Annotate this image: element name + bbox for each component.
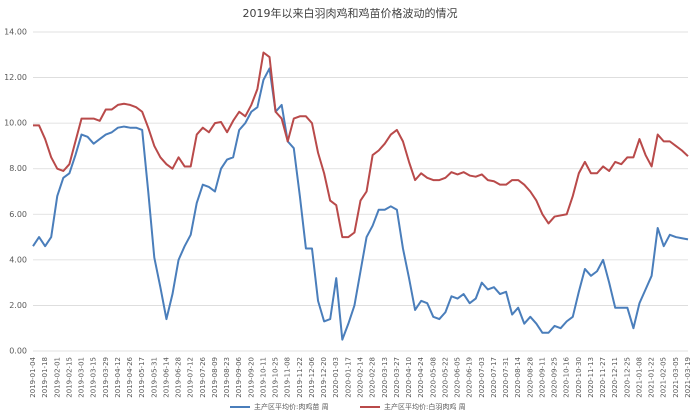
chart-title: 2019年以来白羽肉鸡和鸡苗价格波动的情况: [243, 6, 458, 20]
x-tick-label: 2020-04-24: [417, 356, 425, 397]
y-tick-label: 10.00: [4, 119, 27, 128]
x-tick-label: 2021-03-19: [684, 357, 692, 398]
y-tick-label: 12.00: [4, 73, 27, 82]
x-tick-label: 2020-09-25: [551, 357, 559, 398]
x-tick-label: 2019-03-15: [90, 357, 98, 398]
x-tick-label: 2020-02-14: [357, 356, 365, 397]
x-tick-label: 2019-01-18: [41, 357, 49, 398]
x-tick-label: 2019-10-25: [272, 357, 280, 398]
x-tick-label: 2019-05-31: [150, 357, 158, 398]
x-tick-label: 2020-07-31: [502, 357, 510, 398]
x-tick-label: 2020-05-08: [429, 357, 437, 398]
x-tick-label: 2020-01-17: [344, 357, 352, 398]
y-tick-label: 14.00: [4, 28, 27, 37]
x-tick-label: 2019-08-23: [223, 357, 231, 398]
y-tick-label: 4.00: [9, 255, 27, 264]
x-tick-label: 2019-02-15: [65, 357, 73, 398]
x-tick-label: 2019-10-11: [259, 357, 267, 398]
x-tick-label: 2020-12-11: [611, 357, 619, 398]
x-tick-label: 2019-04-26: [126, 356, 134, 397]
x-tick-label: 2020-09-11: [538, 357, 546, 398]
x-tick-label: 2020-07-17: [490, 357, 498, 398]
x-tick-label: 2020-11-27: [599, 357, 607, 398]
y-tick-label: 2.00: [9, 301, 27, 310]
x-tick-label: 2019-06-28: [175, 357, 183, 398]
x-tick-label: 2020-08-14: [514, 356, 522, 397]
x-tick-label: 2020-10-16: [563, 356, 571, 397]
x-tick-label: 2019-12-06: [308, 356, 316, 397]
x-tick-label: 2020-06-19: [466, 357, 474, 398]
x-tick-label: 2020-11-13: [587, 357, 595, 398]
x-tick-label: 2020-10-30: [575, 357, 583, 398]
x-tick-label: 2019-06-14: [162, 356, 170, 397]
x-tick-label: 2021-03-05: [672, 357, 680, 398]
x-tick-label: 2019-05-17: [138, 357, 146, 398]
x-tick-label: 2019-12-20: [320, 357, 328, 398]
x-tick-label: 2019-03-01: [78, 357, 86, 398]
y-tick-label: 8.00: [9, 164, 27, 173]
x-tick-label: 2019-03-29: [102, 357, 110, 398]
series-line: [33, 51, 689, 239]
x-tick-label: 2019-01-04: [29, 356, 37, 397]
x-tick-label: 2019-09-20: [247, 357, 255, 398]
x-tick-label: 2021-01-22: [648, 357, 656, 398]
x-tick-label: 2020-06-05: [454, 357, 462, 398]
x-tick-label: 2019-11-22: [296, 357, 304, 398]
x-tick-label: 2019-08-09: [211, 357, 219, 398]
x-tick-label: 2019-07-26: [199, 356, 207, 397]
series-line: [32, 67, 689, 341]
x-tick-label: 2019-02-01: [53, 357, 61, 398]
legend-label: 主产区平均价:白羽肉鸡 周: [384, 402, 466, 411]
y-tick-label: 6.00: [9, 210, 27, 219]
x-tick-label: 2019-09-06: [235, 356, 243, 397]
x-tick-label: 2021-01-08: [635, 357, 643, 398]
x-tick-label: 2020-02-28: [369, 357, 377, 398]
x-tick-label: 2020-03-27: [393, 357, 401, 398]
x-tick-label: 2021-02-05: [660, 357, 668, 398]
x-tick-label: 2020-04-10: [405, 357, 413, 398]
x-tick-label: 2020-12-25: [623, 357, 631, 398]
x-tick-label: 2020-01-03: [332, 357, 340, 398]
x-tick-label: 2020-03-13: [381, 357, 389, 398]
x-tick-label: 2020-05-22: [441, 357, 449, 398]
x-tick-label: 2020-08-28: [526, 357, 534, 398]
y-tick-label: 0.00: [9, 347, 27, 356]
x-tick-label: 2020-07-03: [478, 357, 486, 398]
legend-label: 主产区平均价:肉鸡苗 周: [254, 402, 329, 411]
x-tick-label: 2019-07-12: [187, 357, 195, 398]
x-tick-label: 2019-04-12: [114, 357, 122, 398]
x-tick-label: 2019-11-08: [284, 357, 292, 398]
